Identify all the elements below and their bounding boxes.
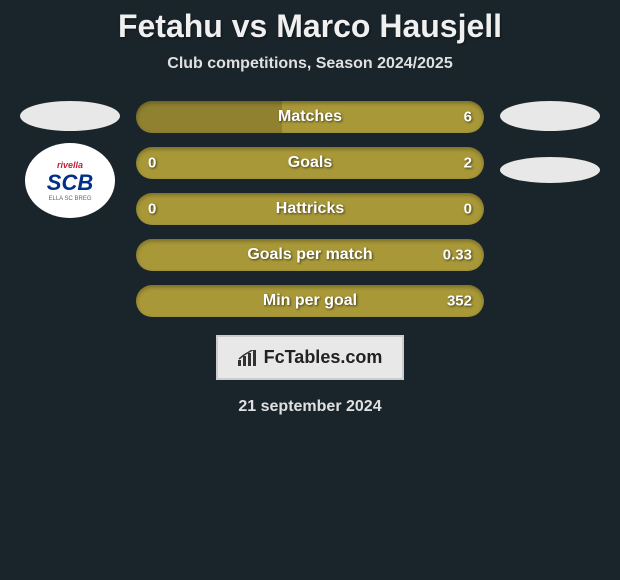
stat-value-right: 2	[464, 155, 472, 172]
comparison-panel: rivella SCB ELLA SC BREG Matches 6 0 Goals 2…	[0, 101, 620, 317]
stat-bar: Matches 6	[136, 101, 484, 133]
stat-bar: Goals per match 0.33	[136, 239, 484, 271]
footer: FcTables.com 21 september 2024	[0, 335, 620, 416]
stats-column: Matches 6 0 Goals 2 0 Hattricks 0 Goals per matc…	[130, 101, 490, 317]
stat-value-right: 0.33	[443, 247, 472, 264]
player-right-column	[490, 101, 610, 317]
stat-value-right: 0	[464, 201, 472, 218]
stat-bar: 0 Goals 2	[136, 147, 484, 179]
player-left-avatar	[20, 101, 120, 131]
subtitle: Club competitions, Season 2024/2025	[0, 55, 620, 73]
stat-label: Matches	[278, 108, 342, 126]
player-left-column: rivella SCB ELLA SC BREG	[10, 101, 130, 317]
stat-value-right: 6	[464, 109, 472, 126]
club-subtext: ELLA SC BREG	[48, 196, 91, 202]
stat-label: Goals per match	[247, 246, 372, 264]
stat-fill-left	[136, 101, 282, 133]
player-left-club-logo: rivella SCB ELLA SC BREG	[25, 143, 115, 218]
player-right-avatar	[500, 101, 600, 131]
stat-bar: 0 Hattricks 0	[136, 193, 484, 225]
brand-text: FcTables.com	[264, 347, 383, 368]
brand-box[interactable]: FcTables.com	[216, 335, 405, 380]
stat-value-left: 0	[148, 201, 156, 218]
stat-value-left: 0	[148, 155, 156, 172]
chart-icon	[238, 350, 258, 366]
stat-label: Goals	[288, 154, 332, 172]
player-right-club-logo	[500, 157, 600, 183]
date-text: 21 september 2024	[0, 398, 620, 416]
stat-label: Hattricks	[276, 200, 344, 218]
club-sponsor-text: rivella	[57, 160, 83, 170]
page-title: Fetahu vs Marco Hausjell	[0, 0, 620, 45]
stat-label: Min per goal	[263, 292, 357, 310]
club-abbrev-text: SCB	[47, 172, 93, 194]
stat-bar: Min per goal 352	[136, 285, 484, 317]
stat-value-right: 352	[447, 293, 472, 310]
